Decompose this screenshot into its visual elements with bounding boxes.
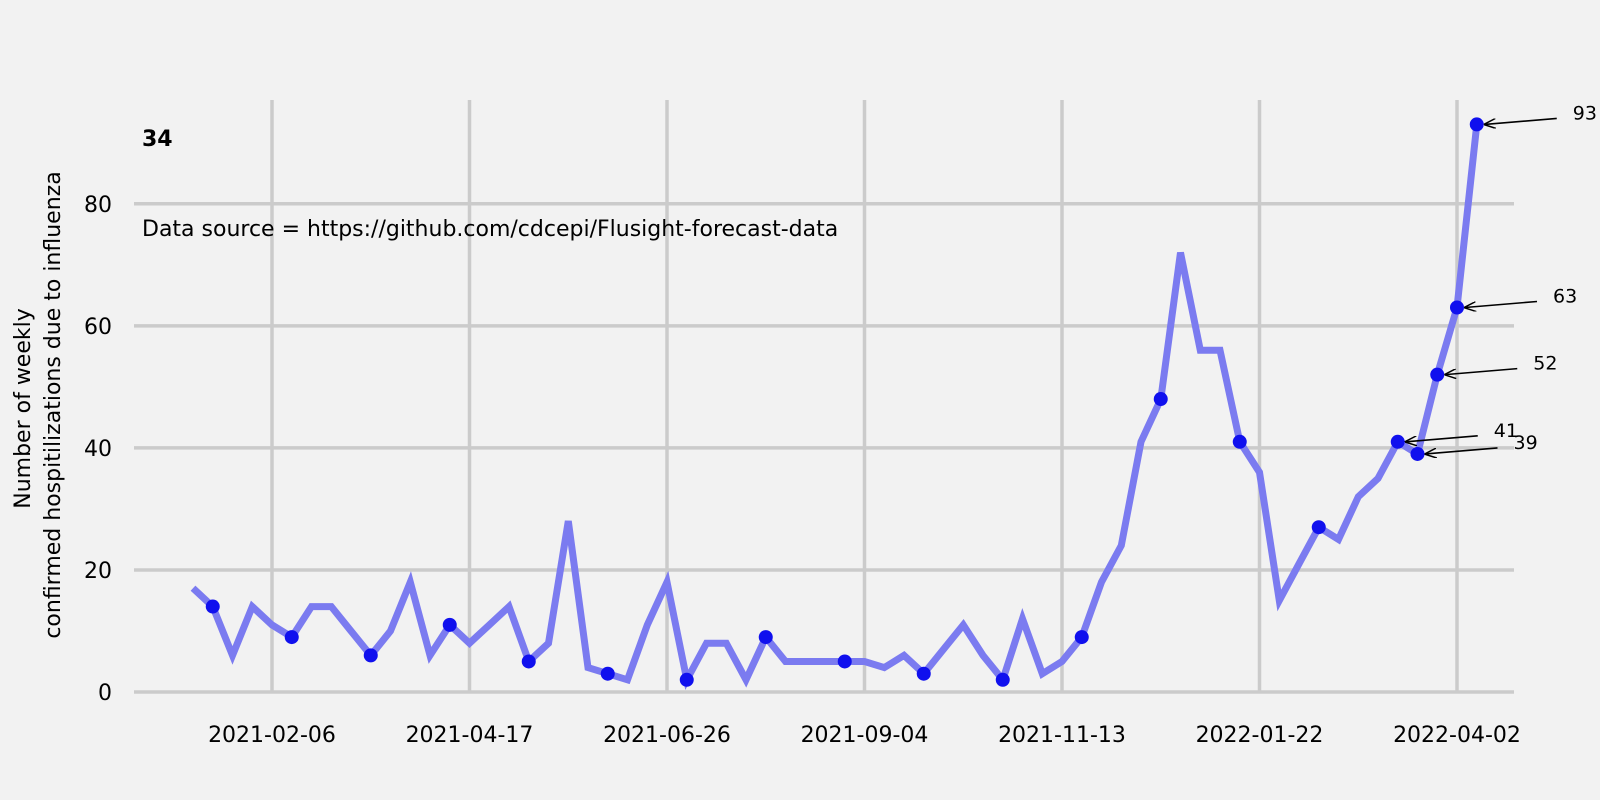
y-tick-label: 80 xyxy=(84,193,112,218)
y-tick-label: 60 xyxy=(84,315,112,340)
y-axis-label: Number of weekly confirmed hospitilizati… xyxy=(11,171,66,638)
annotation-label: 63 xyxy=(1553,286,1577,308)
data-point xyxy=(1469,117,1484,132)
data-point xyxy=(363,648,378,663)
y-tick-label: 40 xyxy=(84,437,112,462)
x-tick-label: 2021-09-04 xyxy=(801,723,929,748)
annotation-arrow xyxy=(1465,300,1538,308)
annotation-label: 39 xyxy=(1514,432,1538,454)
x-tick-label: 2021-02-06 xyxy=(208,723,336,748)
data-point xyxy=(758,630,773,645)
series-layer xyxy=(190,124,1481,690)
label-layer: 34 Data source = https://github.com/cdce… xyxy=(11,127,838,639)
y-axis-label-line-1: Number of weekly xyxy=(11,308,36,509)
data-point xyxy=(600,666,615,681)
data-point xyxy=(1390,434,1405,449)
data-point xyxy=(205,599,220,614)
annotation-arrow xyxy=(1426,447,1498,454)
annotation-arrow xyxy=(1445,367,1518,375)
x-tick-label: 2021-06-26 xyxy=(603,723,731,748)
x-tick-label: 2022-04-02 xyxy=(1393,723,1521,748)
grid-layer: 0 20 40 60 80 2021-02-06 2021-04-17 2021-06-26 2… xyxy=(84,100,1521,748)
x-tick-label: 2022-01-22 xyxy=(1196,723,1324,748)
corner-label: 34 xyxy=(142,127,173,152)
x-tick-label: 2021-04-17 xyxy=(406,723,534,748)
data-point xyxy=(916,666,931,681)
data-point xyxy=(1153,392,1168,407)
data-point xyxy=(1450,300,1464,315)
data-point xyxy=(1074,630,1089,645)
data-point xyxy=(837,654,852,669)
y-tick-label: 20 xyxy=(84,559,112,584)
series-line xyxy=(190,124,1481,690)
y-axis-label-line-2: confirmed hospitilizations due to influe… xyxy=(41,171,66,638)
annotation-arrow xyxy=(1485,117,1557,124)
y-tick-label: 0 xyxy=(98,681,112,706)
annotation-label: 41 xyxy=(1494,420,1518,442)
annotation-arrow xyxy=(1406,434,1478,442)
marker-layer xyxy=(205,117,1484,687)
data-point xyxy=(1430,367,1445,382)
data-point xyxy=(1232,434,1247,449)
data-point xyxy=(1410,446,1425,461)
data-point xyxy=(521,654,536,669)
annotation-label: 93 xyxy=(1573,102,1597,124)
annotation-label: 52 xyxy=(1533,353,1557,375)
data-point xyxy=(284,630,299,645)
data-point xyxy=(995,672,1010,687)
data-point xyxy=(1311,520,1326,535)
data-point xyxy=(442,617,457,632)
x-tick-label: 2021-11-13 xyxy=(998,723,1126,748)
data-point xyxy=(679,672,694,687)
data-source-note: Data source = https://github.com/cdcepi/… xyxy=(142,217,838,242)
